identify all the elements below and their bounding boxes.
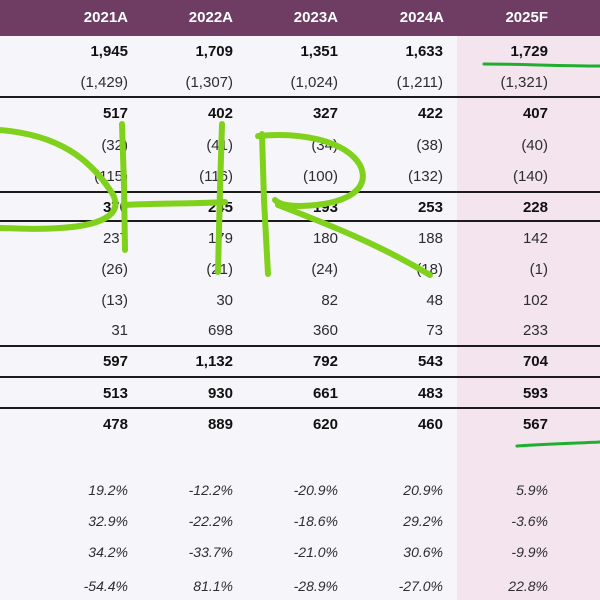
- table-cell: 370: [102, 199, 128, 216]
- table-cell: (34): [311, 137, 338, 154]
- table-cell: 889: [207, 416, 233, 433]
- year-header-2025: 2025F: [505, 9, 548, 26]
- table-cell: 1,709: [195, 43, 233, 60]
- table-cell: (1,321): [500, 74, 548, 91]
- table-cell: 327: [312, 105, 338, 122]
- table-cell: (1,024): [290, 74, 338, 91]
- table-cell: 478: [102, 416, 128, 433]
- table-cell: (41): [206, 137, 233, 154]
- table-cell: -22.2%: [188, 513, 233, 529]
- table-cell: 193: [312, 199, 338, 216]
- table-cell: 20.9%: [403, 482, 443, 498]
- table-cell: 253: [417, 199, 443, 216]
- table-cell: (115): [94, 168, 128, 185]
- table-cell: 1,351: [300, 43, 338, 60]
- table-cell: 407: [522, 105, 548, 122]
- table-cell: 30: [216, 292, 233, 309]
- table-cell: -3.6%: [511, 513, 548, 529]
- table-cell: 82: [321, 292, 338, 309]
- year-header-2021: 2021A: [83, 9, 128, 26]
- table-cell: (38): [416, 137, 443, 154]
- table-cell: 179: [207, 230, 233, 247]
- table-cell: -9.9%: [511, 544, 548, 560]
- row-divider: [0, 191, 600, 193]
- table-cell: 661: [312, 385, 338, 402]
- table-cell: 32.9%: [88, 513, 128, 529]
- table-cell: 22.8%: [508, 578, 548, 594]
- table-cell: 188: [417, 230, 443, 247]
- table-cell: 543: [417, 353, 443, 370]
- table-cell: 1,729: [510, 43, 548, 60]
- table-cell: 73: [426, 322, 443, 339]
- year-header-2023: 2023A: [293, 9, 338, 26]
- table-cell: 698: [207, 322, 233, 339]
- table-cell: -54.4%: [83, 578, 128, 594]
- table-cell: (21): [206, 261, 233, 278]
- table-cell: (1,307): [185, 74, 233, 91]
- row-divider: [0, 376, 600, 378]
- year-header-2024: 2024A: [399, 9, 444, 26]
- table-cell: 19.2%: [88, 482, 128, 498]
- table-cell: 34.2%: [88, 544, 128, 560]
- table-cell: (116): [199, 168, 233, 185]
- table-cell: 180: [312, 230, 338, 247]
- table-cell: (24): [311, 261, 338, 278]
- table-cell: 102: [522, 292, 548, 309]
- table-cell: -33.7%: [188, 544, 233, 560]
- table-cell: (1): [529, 261, 548, 278]
- table-cell: (40): [521, 137, 548, 154]
- table-cell: (18): [416, 261, 443, 278]
- table-cell: 237: [102, 230, 128, 247]
- table-cell: 360: [312, 322, 338, 339]
- table-cell: 593: [522, 385, 548, 402]
- table-cell: 460: [417, 416, 443, 433]
- table-cell: 30.6%: [403, 544, 443, 560]
- table-cell: 48: [426, 292, 443, 309]
- year-header-2022: 2022A: [188, 9, 233, 26]
- table-cell: 31: [111, 322, 128, 339]
- table-cell: 245: [207, 199, 233, 216]
- table-cell: (100): [302, 168, 338, 185]
- table-cell: 567: [522, 416, 548, 433]
- table-cell: -21.0%: [293, 544, 338, 560]
- table-cell: (13): [101, 292, 128, 309]
- table-cell: 483: [417, 385, 443, 402]
- table-cell: 1,132: [195, 353, 233, 370]
- table-header: [0, 0, 600, 36]
- table-cell: 422: [417, 105, 443, 122]
- table-cell: 513: [102, 385, 128, 402]
- table-cell: 81.1%: [193, 578, 233, 594]
- table-cell: (1,429): [80, 74, 128, 91]
- table-cell: -18.6%: [293, 513, 338, 529]
- row-divider: [0, 96, 600, 98]
- row-divider: [0, 407, 600, 409]
- table-cell: 1,945: [90, 43, 128, 60]
- table-cell: 29.2%: [403, 513, 443, 529]
- table-cell: -27.0%: [398, 578, 443, 594]
- row-divider: [0, 345, 600, 347]
- table-cell: 228: [522, 199, 548, 216]
- table-cell: (32): [101, 137, 128, 154]
- table-cell: 930: [207, 385, 233, 402]
- table-cell: 792: [312, 353, 338, 370]
- table-cell: (140): [512, 168, 548, 185]
- table-cell: (132): [407, 168, 443, 185]
- table-cell: 704: [522, 353, 548, 370]
- table-cell: (26): [101, 261, 128, 278]
- row-divider: [0, 220, 600, 222]
- table-cell: 402: [207, 105, 233, 122]
- table-cell: 233: [522, 322, 548, 339]
- table-cell: (1,211): [396, 74, 443, 91]
- table-cell: 5.9%: [516, 482, 548, 498]
- table-cell: 1,633: [405, 43, 443, 60]
- forecast-column-highlight: [457, 36, 600, 600]
- table-cell: 597: [102, 353, 128, 370]
- table-cell: 517: [102, 105, 128, 122]
- table-cell: -20.9%: [293, 482, 338, 498]
- table-cell: -28.9%: [293, 578, 338, 594]
- table-cell: 142: [522, 230, 548, 247]
- table-cell: 620: [312, 416, 338, 433]
- table-cell: -12.2%: [188, 482, 233, 498]
